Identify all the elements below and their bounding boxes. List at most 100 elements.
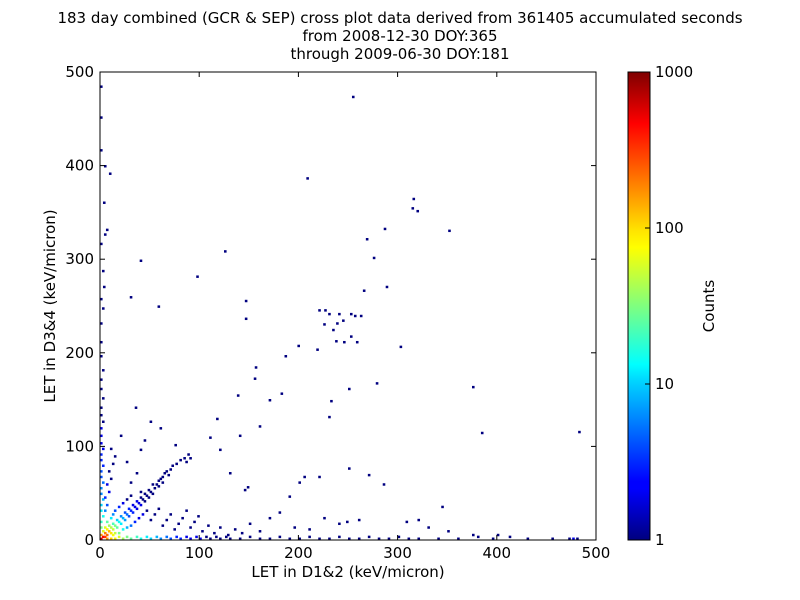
heatmap-cell <box>181 516 184 520</box>
heatmap-cell <box>447 530 450 533</box>
heatmap-cell <box>125 498 129 501</box>
heatmap-cell <box>135 472 139 475</box>
y-tick-label: 200 <box>65 344 94 362</box>
heatmap-cell <box>173 528 176 531</box>
heatmap-cell <box>143 500 147 503</box>
heatmap-cell <box>303 475 306 479</box>
heatmap-cell <box>129 296 133 299</box>
heatmap-cell <box>129 494 133 497</box>
heatmap-cell <box>105 528 109 531</box>
heatmap-cell <box>246 486 250 489</box>
heatmap-cell <box>147 488 151 492</box>
heatmap-cell <box>100 470 103 473</box>
heatmap-cell <box>139 537 143 540</box>
heatmap-cell <box>353 314 357 318</box>
x-axis: 0 100 200 300 400 500 <box>95 72 610 562</box>
heatmap-cell <box>100 413 103 417</box>
heatmap-cell <box>100 149 103 152</box>
heatmap-cell <box>236 394 240 397</box>
heatmap-cell <box>121 516 125 520</box>
heatmap-cell <box>143 492 147 496</box>
heatmap-cell <box>318 537 321 540</box>
heatmap-cell <box>129 524 133 527</box>
heatmap-cell <box>308 535 311 539</box>
heatmap-cell <box>109 526 113 529</box>
heatmap-cell <box>332 328 335 332</box>
heatmap-cell <box>137 501 141 505</box>
heatmap-cell <box>105 483 109 486</box>
heatmap-cell <box>284 355 288 358</box>
heatmap-cell <box>417 537 421 540</box>
heatmap-cell <box>383 227 387 231</box>
heatmap-cell <box>100 427 103 430</box>
heatmap-cell <box>100 434 103 438</box>
x-tick-label: 200 <box>284 544 313 562</box>
heatmap-cell <box>105 537 109 540</box>
heatmap-cell <box>476 535 480 539</box>
heatmap-cell <box>100 297 103 301</box>
heatmap-cell <box>328 537 331 540</box>
heatmap-cell <box>123 518 127 522</box>
heatmap-cell <box>372 256 376 260</box>
heatmap-cell <box>161 524 165 527</box>
heatmap-cell <box>101 447 105 451</box>
heatmap-cell <box>253 377 257 380</box>
heatmap-cell <box>209 537 212 540</box>
heatmap-cell <box>101 269 105 273</box>
heatmap-cell <box>151 492 155 496</box>
heatmap-cell <box>101 530 105 533</box>
heatmap-cell <box>165 470 169 473</box>
heatmap-cell <box>100 340 103 344</box>
heatmap-cell <box>328 415 331 419</box>
heatmap-cell <box>161 475 165 479</box>
heatmap-cell <box>240 531 244 535</box>
heatmap-cell <box>293 526 297 529</box>
heatmap-cell <box>224 250 227 253</box>
heatmap-cell <box>441 505 444 509</box>
heatmap-cell <box>316 348 319 351</box>
heatmap-cell <box>119 434 123 438</box>
heatmap-cell <box>318 309 321 312</box>
heatmap-cell <box>193 520 196 524</box>
colorbar-tick-label: 1000 <box>655 63 693 81</box>
heatmap-cell <box>338 312 341 316</box>
heatmap-cell <box>103 509 107 512</box>
heatmap-cell <box>101 464 105 467</box>
heatmap-cell <box>107 490 111 494</box>
heatmap-cell <box>107 470 111 473</box>
heatmap-cell <box>141 513 145 516</box>
colorbar-axis: 1 10 100 1000 <box>645 63 693 549</box>
heatmap-cell <box>278 535 282 539</box>
heatmap-cell <box>407 537 411 540</box>
heatmap-cell <box>153 513 157 516</box>
heatmap-cell <box>143 439 147 442</box>
y-tick-label: 400 <box>65 157 94 175</box>
heatmap-cell <box>167 473 171 477</box>
heatmap-cell <box>338 522 341 526</box>
heatmap-cell <box>121 528 125 531</box>
heatmap-cell <box>233 528 237 531</box>
heatmap-cell <box>153 486 157 490</box>
heatmap-cell <box>169 537 173 540</box>
heatmap-cell <box>171 464 175 467</box>
heatmap-cell <box>109 477 113 481</box>
heatmap-cell <box>149 420 153 423</box>
heatmap-cell <box>387 537 391 540</box>
heatmap-cell <box>243 488 247 492</box>
heatmap-cell <box>278 511 282 514</box>
heatmap-cell <box>101 481 105 484</box>
x-tick-label: 400 <box>482 544 511 562</box>
colorbar-label: Counts <box>700 280 718 333</box>
heatmap-cell <box>157 479 161 482</box>
heatmap-cell <box>100 537 103 540</box>
colorbar <box>627 71 651 541</box>
heatmap-cell <box>119 522 123 526</box>
heatmap-cell <box>100 509 103 512</box>
heatmap-cell <box>348 467 351 470</box>
heatmap-cell <box>197 515 200 518</box>
chart-title-line-3: through 2009-06-30 DOY:181 <box>290 45 510 63</box>
heatmap-cell <box>157 485 161 488</box>
heatmap-cell <box>323 516 326 520</box>
heatmap-cell <box>427 526 430 529</box>
y-tick-label: 500 <box>65 63 94 81</box>
